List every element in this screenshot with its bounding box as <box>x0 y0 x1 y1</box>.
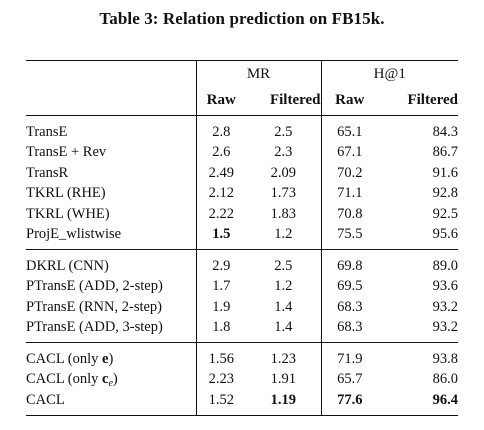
mr-raw-cell: 1.9 <box>195 297 246 318</box>
h1-raw-cell: 65.7 <box>320 369 378 390</box>
table-row: TKRL (WHE) 2.22 1.83 70.8 92.5 <box>26 204 458 225</box>
h1-filtered-cell: 92.5 <box>432 205 458 222</box>
table-row: PTransE (ADD, 3-step) 1.8 1.4 68.3 93.2 <box>26 317 458 343</box>
table-row: DKRL (CNN) 2.9 2.5 69.8 89.0 <box>26 249 458 277</box>
h1-raw-header: Raw <box>320 87 378 116</box>
mr-filtered-header: Filtered <box>269 91 321 108</box>
mr-raw-cell: 2.12 <box>195 183 246 204</box>
table-row: ProjE_wlistwise 1.5 1.2 75.5 95.6 <box>26 224 458 250</box>
mr-filtered-cell: 1.4 <box>246 317 321 343</box>
mr-group-header: MR <box>195 61 321 87</box>
method-name: TKRL (WHE) <box>26 205 110 222</box>
h1-raw-cell: 69.8 <box>320 249 378 277</box>
method-header <box>26 61 196 87</box>
method-name: TransR <box>26 164 69 181</box>
mr-filtered-cell: 1.2 <box>246 224 321 250</box>
mr-raw-cell: 1.8 <box>195 317 246 343</box>
h1-raw-cell: 77.6 <box>320 390 378 416</box>
mr-filtered-cell: 1.23 <box>270 350 296 367</box>
method-name: TransE <box>26 123 68 140</box>
h1-raw-cell: 65.1 <box>320 115 378 143</box>
h1-raw-cell: 75.5 <box>320 224 378 250</box>
table-row: PTransE (ADD, 2-step) 1.7 1.2 69.5 93.6 <box>26 276 458 297</box>
mr-raw-cell: 2.22 <box>195 204 246 225</box>
sub-header-row: Raw Filtered Raw Filtered <box>26 87 458 116</box>
mr-filtered-cell: 2.3 <box>274 144 293 161</box>
h1-raw-cell: 70.2 <box>320 163 378 184</box>
method-name: ProjE_wlistwise <box>26 224 196 250</box>
mr-filtered-cell: 1.83 <box>270 205 296 222</box>
table-row: CACL (only e) 1.56 1.23 71.9 93.8 <box>26 342 458 370</box>
method-name: TransE + Rev <box>26 144 107 161</box>
mr-filtered-cell: 1.4 <box>274 298 293 315</box>
table-caption: Table 3: Relation prediction on FB15k. <box>99 9 385 28</box>
method-name: PTransE (RNN, 2-step) <box>26 298 163 315</box>
h1-filtered-cell: 91.6 <box>432 164 458 181</box>
h1-raw-cell: 70.8 <box>320 204 378 225</box>
h1-raw-cell: 68.3 <box>320 297 378 318</box>
table-row: PTransE (RNN, 2-step) 1.9 1.4 68.3 93.2 <box>26 297 458 318</box>
h1-filtered-cell: 93.2 <box>378 317 458 343</box>
h1-filtered-cell: 86.0 <box>432 371 458 388</box>
method-name: CACL (only ce) <box>26 370 118 389</box>
h1-filtered-cell: 95.6 <box>378 224 458 250</box>
h1-raw-cell: 69.5 <box>320 276 378 297</box>
mr-raw-cell: 1.56 <box>195 342 246 370</box>
mr-raw-cell: 1.7 <box>195 276 246 297</box>
h1-raw-cell: 68.3 <box>320 317 378 343</box>
table-row: CACL (only ce) 2.23 1.91 65.7 86.0 <box>26 369 458 390</box>
h1-filtered-cell: 86.7 <box>432 144 458 161</box>
mr-filtered-cell: 1.19 <box>246 390 321 416</box>
h1-filtered-cell: 92.8 <box>432 185 458 202</box>
mr-filtered-cell: 1.91 <box>270 371 296 388</box>
h1-raw-cell: 71.1 <box>320 183 378 204</box>
mr-filtered-cell: 2.5 <box>274 257 293 274</box>
vector-c-symbol: c <box>102 370 109 387</box>
table-row: CACL 1.52 1.19 77.6 96.4 <box>26 390 458 416</box>
h1-group-header: H@1 <box>320 61 458 87</box>
subscript-e: e <box>108 377 113 389</box>
mr-filtered-cell: 1.2 <box>274 278 293 295</box>
table-row: TransE + Rev 2.6 2.3 67.1 86.7 <box>26 142 458 163</box>
h1-filtered-cell: 93.6 <box>432 278 458 295</box>
h1-filtered-cell: 84.3 <box>432 123 458 140</box>
method-name: TKRL (RHE) <box>26 185 106 202</box>
h1-filtered-cell: 93.2 <box>432 298 458 315</box>
method-name: CACL (only e) <box>26 350 114 367</box>
group-header-row: MR H@1 <box>26 61 458 87</box>
vector-e-symbol: e <box>102 350 109 367</box>
mr-raw-cell: 1.5 <box>195 224 246 250</box>
mr-raw-cell: 2.49 <box>195 163 246 184</box>
mr-filtered-cell: 2.09 <box>270 164 296 181</box>
method-name: PTransE (ADD, 3-step) <box>26 317 196 343</box>
table-row: TransE 2.8 2.5 65.1 84.3 <box>26 115 458 143</box>
h1-raw-cell: 71.9 <box>320 342 378 370</box>
mr-filtered-cell: 1.73 <box>270 185 296 202</box>
h1-filtered-cell: 96.4 <box>378 390 458 416</box>
method-name: DKRL (CNN) <box>26 257 109 274</box>
mr-filtered-cell: 2.5 <box>274 123 293 140</box>
mr-raw-cell: 1.52 <box>195 390 246 416</box>
results-table: MR H@1 Raw Filtered Raw Filtered TransE … <box>26 60 458 416</box>
mr-raw-cell: 2.23 <box>195 369 246 390</box>
mr-raw-cell: 2.8 <box>195 115 246 143</box>
table-row: TransR 2.49 2.09 70.2 91.6 <box>26 163 458 184</box>
mr-raw-cell: 2.9 <box>195 249 246 277</box>
h1-filtered-cell: 93.8 <box>432 350 458 367</box>
mr-raw-cell: 2.6 <box>195 142 246 163</box>
method-name: PTransE (ADD, 2-step) <box>26 278 163 295</box>
h1-filtered-cell: 89.0 <box>432 257 458 274</box>
table-row: TKRL (RHE) 2.12 1.73 71.1 92.8 <box>26 183 458 204</box>
h1-raw-cell: 67.1 <box>320 142 378 163</box>
h1-filtered-header: Filtered <box>407 91 458 108</box>
method-name: CACL <box>26 390 196 416</box>
mr-raw-header: Raw <box>195 87 246 116</box>
